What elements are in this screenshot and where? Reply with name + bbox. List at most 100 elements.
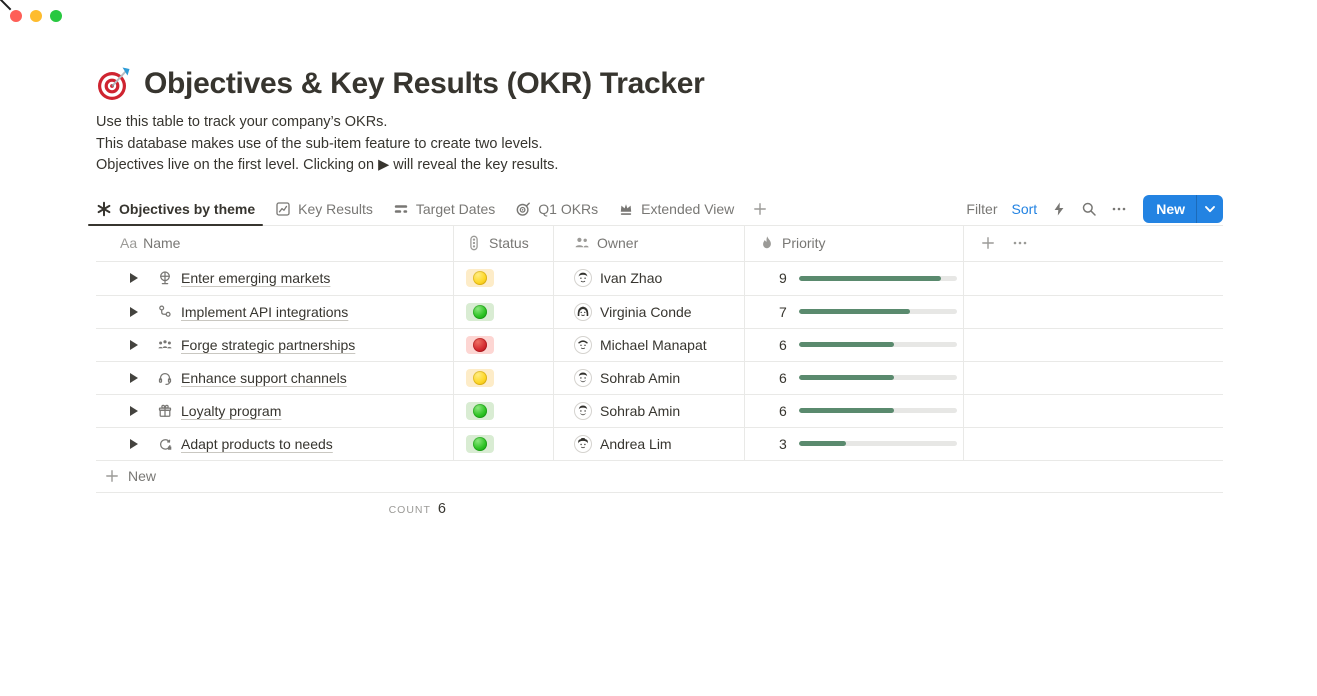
column-label: Owner — [597, 235, 639, 251]
column-label: Priority — [782, 235, 826, 251]
minimize-window-button[interactable] — [30, 10, 42, 22]
tab-q1-okrs[interactable]: Q1 OKRs — [507, 192, 606, 225]
table-row[interactable]: Implement API integrations Virginia Cond… — [96, 294, 1223, 328]
column-label: Status — [489, 235, 529, 251]
row-title[interactable]: Forge strategic partnerships — [181, 336, 356, 353]
tab-extended-view[interactable]: Extended View — [610, 192, 742, 225]
filter-button[interactable]: Filter — [966, 200, 998, 217]
new-row-button[interactable]: New — [96, 459, 1223, 493]
table-row[interactable]: Enhance support channels Sohrab Amin 6 — [96, 360, 1223, 394]
row-title[interactable]: Adapt products to needs — [181, 435, 333, 452]
zoom-window-button[interactable] — [50, 10, 62, 22]
search-icon — [1081, 201, 1097, 217]
status-pill[interactable] — [466, 401, 494, 420]
table-row[interactable]: Adapt products to needs Andrea Lim 3 — [96, 426, 1223, 460]
headset-icon — [157, 370, 173, 386]
column-header-name[interactable]: Aa Name — [96, 225, 454, 261]
status-dot — [473, 304, 487, 319]
status-pill[interactable] — [466, 269, 494, 287]
tab-label: Target Dates — [415, 200, 496, 217]
status-pill[interactable] — [466, 302, 494, 321]
priority-cell[interactable]: 9 — [745, 261, 964, 295]
status-pill[interactable] — [466, 335, 494, 354]
row-expand-toggle[interactable] — [130, 438, 138, 449]
page-header: Objectives & Key Results (OKR) Tracker — [96, 0, 1223, 102]
owner-cell[interactable]: Ivan Zhao — [554, 261, 745, 295]
traffic-light-icon — [466, 235, 482, 251]
new-button-divider — [1196, 194, 1197, 223]
row-title[interactable]: Enter emerging markets — [181, 270, 331, 286]
status-pill[interactable] — [466, 368, 494, 387]
new-button-dropdown[interactable] — [1197, 195, 1223, 223]
add-view-button[interactable] — [746, 201, 774, 217]
status-dot — [473, 337, 487, 352]
tab-key-results[interactable]: Key Results — [267, 192, 381, 225]
row-title[interactable]: Loyalty program — [181, 402, 282, 419]
window-controls — [10, 10, 62, 22]
priority-cell[interactable]: 6 — [745, 361, 964, 394]
status-dot — [473, 403, 487, 418]
priority-bar — [799, 309, 957, 314]
status-cell[interactable] — [454, 361, 554, 394]
row-expand-toggle[interactable] — [130, 339, 138, 350]
description-line: This database makes use of the sub-item … — [96, 135, 543, 152]
column-header-owner[interactable]: Owner — [554, 225, 745, 261]
owner-cell[interactable]: Andrea Lim — [554, 427, 745, 460]
status-cell[interactable] — [454, 427, 554, 460]
column-label: Name — [143, 235, 181, 251]
count-value: 6 — [437, 501, 446, 517]
table-row[interactable]: Forge strategic partnerships Michael Man… — [96, 327, 1223, 361]
owner-cell[interactable]: Sohrab Amin — [554, 394, 745, 427]
priority-cell[interactable]: 7 — [745, 295, 964, 328]
empty-cell — [964, 329, 1223, 361]
table-more-button[interactable] — [1012, 235, 1028, 251]
column-header-status[interactable]: Status — [454, 225, 554, 261]
table-header-extras — [964, 226, 1223, 261]
dart-target-emoji — [96, 66, 132, 102]
row-expand-toggle[interactable] — [130, 405, 138, 416]
empty-cell — [964, 362, 1223, 394]
sort-button[interactable]: Sort — [1011, 200, 1038, 217]
owner-cell[interactable]: Virginia Conde — [554, 295, 745, 328]
priority-bar — [799, 275, 957, 281]
owner-cell[interactable]: Sohrab Amin — [554, 361, 745, 394]
owner-cell[interactable]: Michael Manapat — [554, 328, 745, 361]
priority-value: 9 — [779, 270, 787, 286]
priority-cell[interactable]: 3 — [745, 427, 964, 460]
target-view-icon — [515, 201, 531, 217]
priority-cell[interactable]: 6 — [745, 394, 964, 427]
priority-bar — [799, 375, 957, 380]
desk-globe-icon — [157, 270, 173, 286]
tab-objectives-by-theme[interactable]: Objectives by theme — [88, 192, 264, 226]
timeline-view-icon — [393, 201, 409, 217]
status-pill[interactable] — [466, 434, 494, 453]
gift-icon — [157, 403, 173, 419]
status-cell[interactable] — [454, 394, 554, 427]
new-button[interactable]: New — [1143, 194, 1223, 223]
row-expand-toggle[interactable] — [130, 306, 138, 317]
tab-target-dates[interactable]: Target Dates — [385, 192, 503, 225]
calculation-row: COUNT 6 — [96, 493, 1223, 526]
count-calculation[interactable]: COUNT 6 — [96, 501, 454, 517]
table-row[interactable]: Enter emerging markets Ivan Zhao 9 — [96, 261, 1223, 295]
status-cell[interactable] — [454, 328, 554, 361]
row-expand-toggle[interactable] — [130, 372, 138, 383]
search-button[interactable] — [1081, 201, 1097, 217]
status-cell[interactable] — [454, 261, 554, 295]
status-cell[interactable] — [454, 295, 554, 328]
more-options-button[interactable] — [1111, 201, 1127, 217]
new-button-label: New — [1156, 200, 1185, 217]
row-expand-toggle[interactable] — [130, 273, 138, 283]
row-title[interactable]: Implement API integrations — [181, 303, 349, 320]
status-dot — [473, 271, 487, 285]
crown-view-icon — [618, 201, 634, 217]
table-body: Enter emerging markets Ivan Zhao 9 — [96, 260, 1223, 460]
people-icon — [574, 235, 590, 251]
automations-button[interactable] — [1051, 201, 1067, 217]
table-row[interactable]: Loyalty program Sohrab Amin 6 — [96, 393, 1223, 427]
close-window-button[interactable] — [10, 10, 22, 22]
row-title[interactable]: Enhance support channels — [181, 369, 347, 386]
priority-cell[interactable]: 6 — [745, 328, 964, 361]
add-column-button[interactable] — [980, 235, 996, 251]
column-header-priority[interactable]: Priority — [745, 225, 964, 261]
